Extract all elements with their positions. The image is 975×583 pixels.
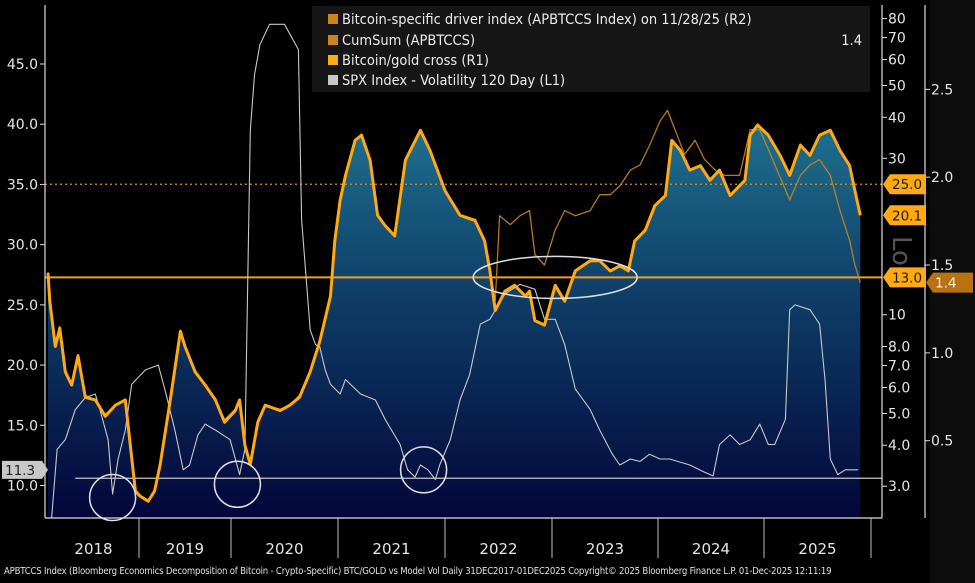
y-tick-label-r1: 5.0 — [888, 406, 910, 422]
x-tick-label: 2021 — [372, 540, 410, 558]
x-tick-label: 2018 — [74, 540, 112, 558]
y-tick-label-r2: 1.0 — [931, 346, 953, 362]
y-tick-label-r1: 70 — [888, 31, 906, 47]
value-marker — [883, 174, 926, 195]
y-tick-label-r1: 10 — [888, 308, 906, 324]
y-tick-label-left: 20.0 — [7, 358, 38, 374]
chart-footer: APBTCCS Index (Bloomberg Economics Decom… — [4, 566, 832, 577]
legend-label: SPX Index - Volatility 120 Day (L1) — [342, 73, 566, 89]
annotation-circle — [213, 460, 262, 509]
legend-item-spx-vol[interactable]: SPX Index - Volatility 120 Day (L1) — [328, 73, 565, 89]
legend-label: Bitcoin-specific driver index (APBTCCS I… — [342, 12, 752, 28]
y-tick-label-r2: 0.5 — [931, 434, 953, 450]
annotation-circle — [399, 446, 448, 494]
y-tick-label-r2: 2.0 — [931, 170, 953, 186]
value-marker — [883, 267, 926, 288]
value-marker-label: 1.4 — [935, 276, 956, 292]
y-tick-label-left: 45.0 — [7, 57, 38, 73]
legend-item-btc-gold[interactable]: Bitcoin/gold cross (R1) — [328, 53, 489, 69]
y-tick-label-left: 30.0 — [7, 238, 38, 254]
annotation-circle — [88, 473, 137, 522]
series-line-spx-vol — [51, 23, 859, 519]
legend: Bitcoin-specific driver index (APBTCCS I… — [312, 6, 870, 92]
value-marker-label: 25.0 — [892, 177, 922, 193]
value-marker-label: 20.1 — [892, 208, 922, 224]
y-tick-label-r1: 4.0 — [888, 438, 910, 454]
legend-item-cumsum[interactable]: CumSum (APBTCCS) — [328, 33, 475, 49]
legend-swatch — [328, 14, 338, 24]
y-tick-label-r1: 3.0 — [888, 479, 910, 495]
value-marker — [926, 272, 973, 293]
y-tick-label-r1: 80 — [888, 12, 906, 28]
last-value-marker — [2, 460, 48, 479]
series-line-btc-gold — [46, 123, 862, 503]
legend-swatch — [328, 55, 338, 65]
legend-label: Bitcoin/gold cross (R1) — [342, 53, 489, 69]
x-tick-label: 2019 — [166, 540, 204, 558]
y-tick-label-left: 40.0 — [7, 117, 38, 133]
x-tick-label: 2020 — [265, 540, 303, 558]
x-tick-label: 2024 — [692, 540, 730, 558]
series-area-btc-gold — [48, 125, 861, 518]
value-marker-label: 13.0 — [892, 270, 922, 286]
y-tick-label-r1: 6.0 — [888, 380, 910, 396]
y-tick-label-r2: 1.5 — [931, 258, 953, 274]
y-tick-label-r1: 30 — [888, 151, 906, 167]
y-tick-label-r2: 2.5 — [931, 82, 953, 98]
y-tick-label-left: 35.0 — [7, 177, 38, 193]
y-tick-label-left: 10.0 — [7, 478, 38, 494]
y-tick-label-r1: 8.0 — [888, 340, 910, 356]
y-tick-label-r1: 7.0 — [888, 359, 910, 375]
legend-value: 1.4 — [841, 33, 862, 49]
y-tick-label-r1: 60 — [888, 53, 906, 69]
x-tick-label: 2023 — [586, 540, 624, 558]
value-marker — [883, 205, 926, 226]
y-tick-label-r1: 50 — [888, 79, 906, 95]
annotation-ellipse — [472, 255, 638, 300]
legend-label: CumSum (APBTCCS) — [342, 33, 476, 49]
legend-swatch — [328, 75, 338, 85]
y-tick-label-left: 25.0 — [7, 298, 38, 314]
legend-item-driver-index[interactable]: Bitcoin-specific driver index (APBTCCS I… — [328, 12, 752, 28]
x-tick-label: 2022 — [479, 540, 517, 558]
axis-scale-watermark: Lo — [886, 236, 916, 266]
y-tick-label-r1: 40 — [888, 110, 906, 126]
legend-swatch — [328, 35, 338, 45]
y-tick-label-left: 15.0 — [7, 418, 38, 434]
last-value-label: 11.3 — [5, 463, 35, 479]
x-tick-label: 2025 — [798, 540, 836, 558]
